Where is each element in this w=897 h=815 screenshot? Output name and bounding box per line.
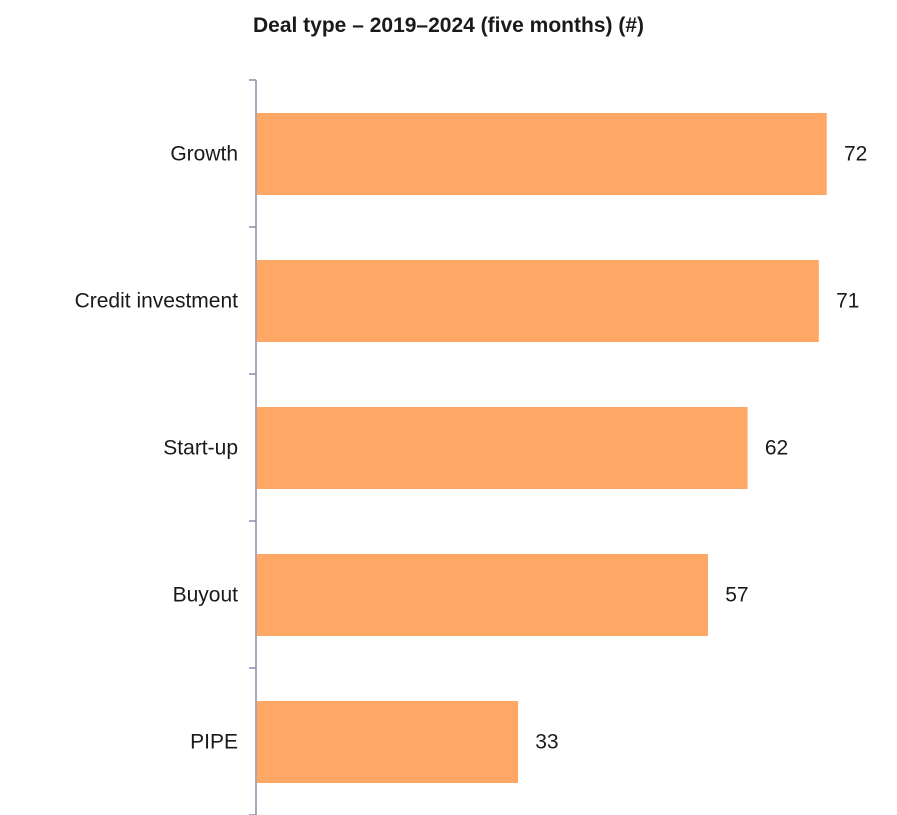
category-label: Start-up xyxy=(163,437,238,460)
bar xyxy=(256,701,518,783)
bar xyxy=(256,407,748,489)
data-label: 62 xyxy=(765,437,788,460)
chart-title: Deal type – 2019–2024 (five months) (#) xyxy=(252,14,644,37)
data-label: 71 xyxy=(836,290,859,313)
data-label: 57 xyxy=(725,584,748,607)
category-label: Credit investment xyxy=(75,290,239,313)
bar xyxy=(256,260,819,342)
category-label: Buyout xyxy=(173,584,239,607)
category-label: Growth xyxy=(170,143,238,166)
data-label: 33 xyxy=(535,731,558,754)
data-label: 72 xyxy=(844,143,867,166)
category-label: PIPE xyxy=(190,731,238,754)
bar xyxy=(256,113,827,195)
bar xyxy=(256,554,708,636)
